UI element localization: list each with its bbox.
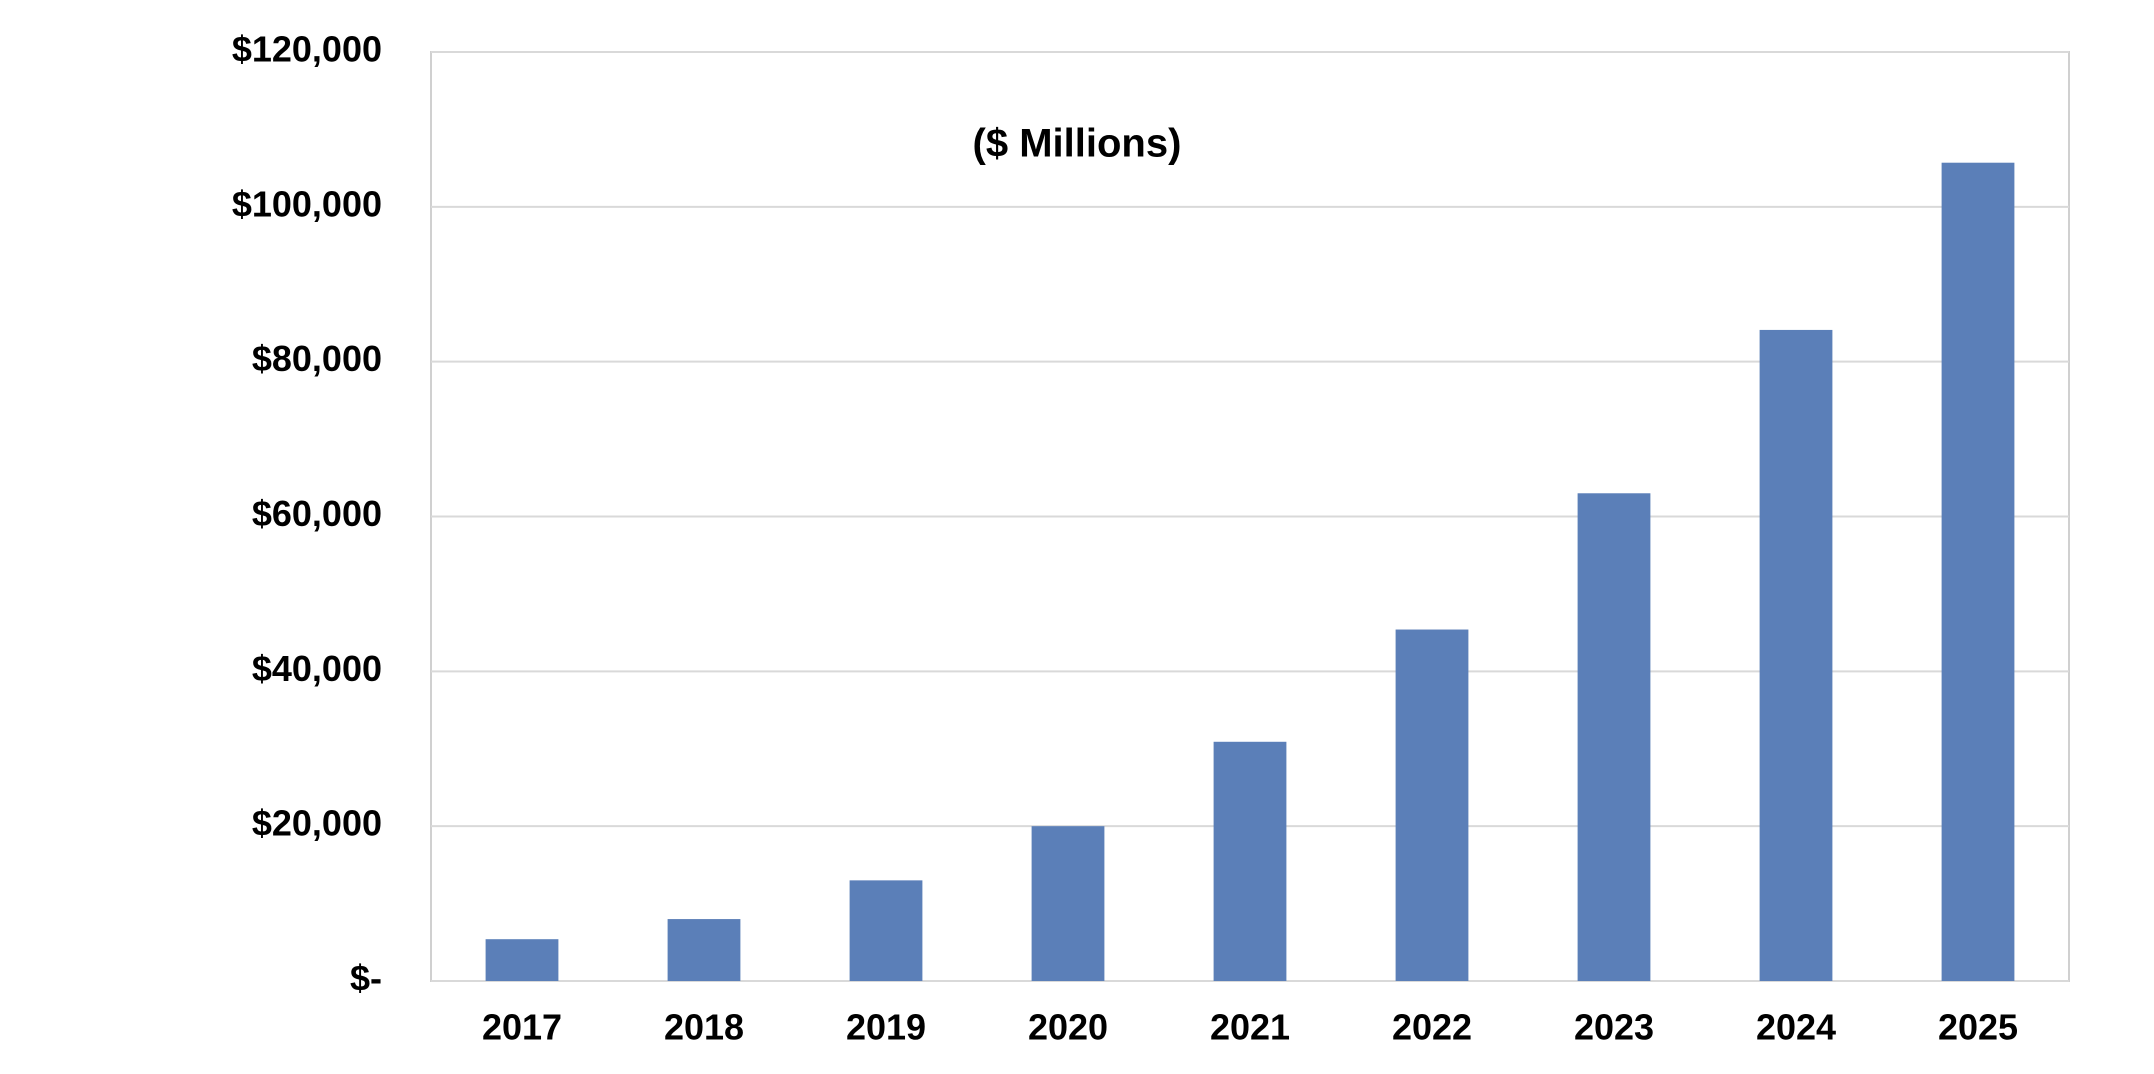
- y-tick-label: $40,000: [252, 648, 382, 689]
- bar: [1213, 741, 1287, 981]
- x-tick-label: 2023: [1574, 1007, 1654, 1048]
- bar: [1941, 162, 2015, 982]
- y-tick-label: $20,000: [252, 803, 382, 844]
- x-tick-label: 2021: [1210, 1007, 1290, 1048]
- bar: [849, 880, 923, 981]
- y-tick-label: $80,000: [252, 338, 382, 379]
- bar: [1031, 826, 1105, 981]
- x-tick-label: 2017: [482, 1007, 562, 1048]
- bar: [1759, 329, 1833, 981]
- y-tick-label: $60,000: [252, 493, 382, 534]
- x-tick-label: 2022: [1392, 1007, 1472, 1048]
- x-tick-label: 2025: [1938, 1007, 2018, 1048]
- x-tick-label: 2018: [664, 1007, 744, 1048]
- y-tick-label: $120,000: [232, 29, 382, 70]
- y-tick-label: $100,000: [232, 183, 382, 224]
- x-tick-label: 2020: [1028, 1007, 1108, 1048]
- bar: [667, 919, 741, 981]
- y-tick-label: $-: [350, 958, 382, 999]
- x-tick-label: 2019: [846, 1007, 926, 1048]
- annotation: ($ Millions): [973, 122, 1182, 166]
- x-tick-label: 2024: [1756, 1007, 1836, 1048]
- bar: [485, 939, 559, 981]
- bar: [1395, 629, 1469, 981]
- bar: [1577, 493, 1651, 981]
